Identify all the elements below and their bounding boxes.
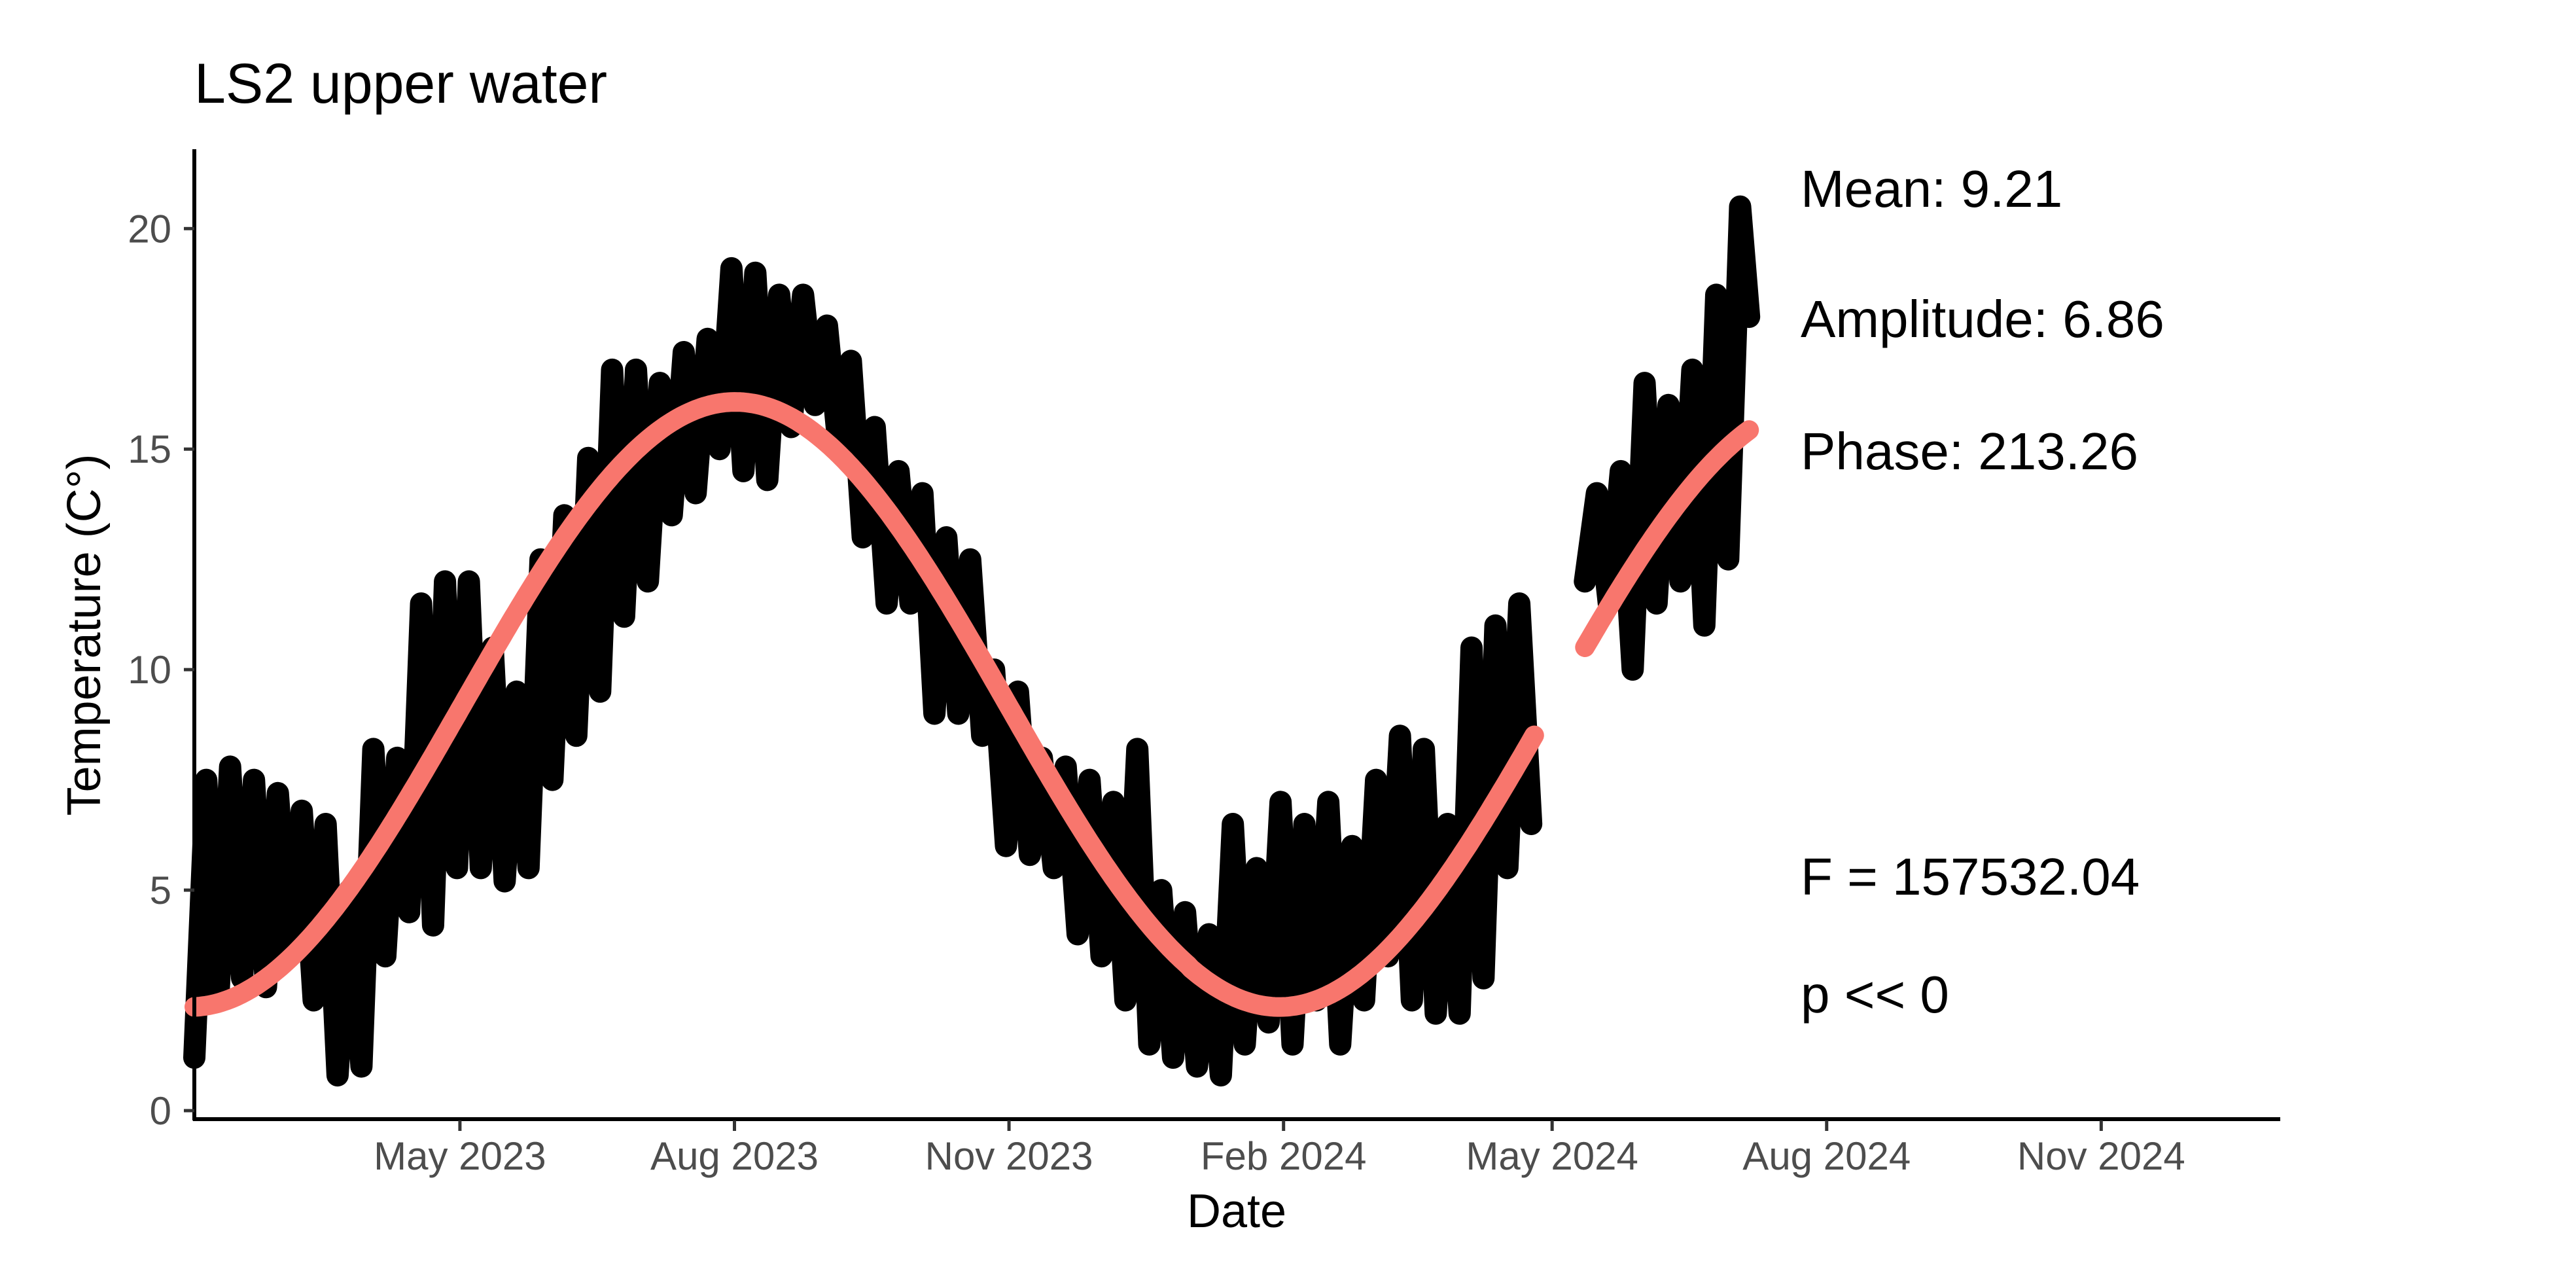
x-tick-label: May 2024 bbox=[1466, 1134, 1638, 1178]
x-tick-label: Feb 2024 bbox=[1201, 1134, 1367, 1178]
y-tick-label: 10 bbox=[128, 648, 171, 692]
y-axis-title: Temperature (C°) bbox=[58, 454, 111, 816]
x-tick-label: Nov 2024 bbox=[2017, 1134, 2185, 1178]
observed-series-line bbox=[1574, 195, 1761, 681]
x-tick-label: Aug 2024 bbox=[1742, 1134, 1911, 1178]
annotation-f-statistic: F = 157532.04 bbox=[1801, 848, 2140, 906]
y-tick-label: 0 bbox=[150, 1089, 171, 1133]
x-tick-label: May 2023 bbox=[374, 1134, 546, 1178]
x-axis-title: Date bbox=[1187, 1185, 1286, 1238]
annotation-phase: Phase: 213.26 bbox=[1801, 422, 2138, 480]
fitted-sine-curve bbox=[185, 392, 1544, 1017]
y-tick-label: 5 bbox=[150, 868, 171, 912]
x-axis-ticks: May 2023 Aug 2023 Nov 2023 Feb 2024 May 2024… bbox=[374, 1120, 2185, 1178]
x-tick-label: Nov 2023 bbox=[925, 1134, 1093, 1178]
annotation-p-value: p << 0 bbox=[1801, 965, 1949, 1024]
annotation-amplitude: Amplitude: 6.86 bbox=[1801, 290, 2164, 348]
fitted-sine-curve bbox=[1575, 420, 1759, 657]
x-tick-label: Aug 2023 bbox=[650, 1134, 819, 1178]
observed-series-line bbox=[183, 257, 1543, 1087]
y-tick-label: 20 bbox=[128, 207, 171, 251]
y-axis-ticks: 0 5 10 15 20 bbox=[128, 207, 194, 1133]
plot-area bbox=[183, 195, 1761, 1087]
y-tick-label: 15 bbox=[128, 427, 171, 471]
chart-title: LS2 upper water bbox=[194, 52, 607, 115]
annotation-mean: Mean: 9.21 bbox=[1801, 160, 2062, 218]
